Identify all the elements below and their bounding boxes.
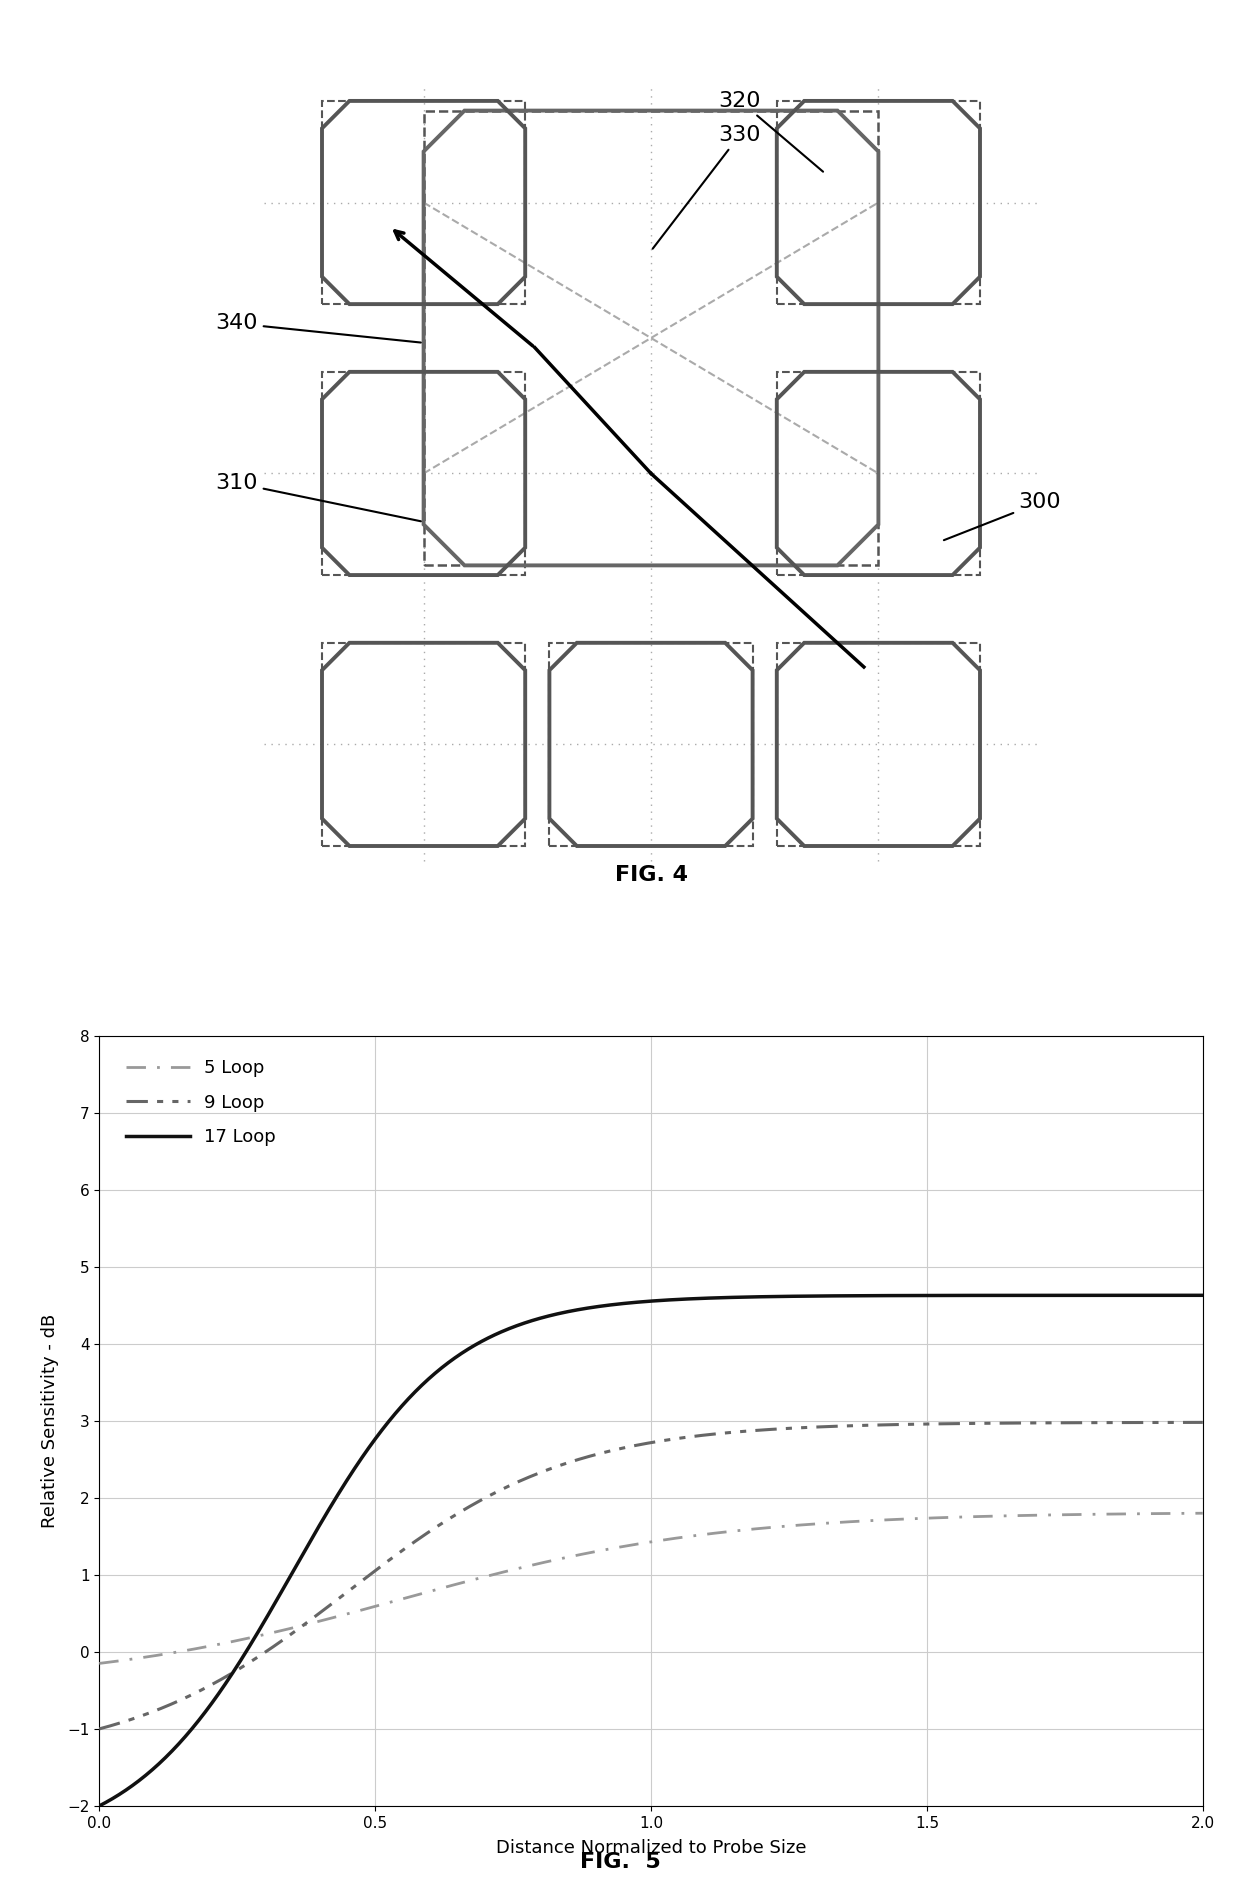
Text: 330: 330 <box>652 125 761 249</box>
17 Loop <box>578 1296 593 1319</box>
Bar <box>322 373 526 576</box>
17 Loop <box>849 1285 864 1308</box>
9 Loop <box>205 1673 219 1696</box>
X-axis label: Distance Normalized to Probe Size: Distance Normalized to Probe Size <box>496 1838 806 1857</box>
5 Loop <box>952 1506 967 1528</box>
17 Loop <box>972 1283 987 1306</box>
9 Loop <box>972 1412 987 1435</box>
Text: 340: 340 <box>216 314 420 342</box>
Bar <box>776 643 980 846</box>
9 Loop <box>578 1447 593 1469</box>
Legend: 5 Loop, 9 Loop, 17 Loop: 5 Loop, 9 Loop, 17 Loop <box>119 1053 283 1154</box>
9 Loop <box>952 1412 967 1435</box>
9 Loop <box>1195 1411 1210 1433</box>
17 Loop <box>1195 1283 1210 1306</box>
Line: 17 Loop: 17 Loop <box>99 1295 1203 1806</box>
17 Loop <box>92 1795 107 1817</box>
Bar <box>322 101 526 304</box>
9 Loop <box>849 1414 864 1437</box>
5 Loop <box>1195 1502 1210 1525</box>
17 Loop <box>205 1692 219 1715</box>
Text: FIG.  5: FIG. 5 <box>579 1852 661 1872</box>
Text: 300: 300 <box>944 492 1061 540</box>
5 Loop <box>849 1509 864 1532</box>
17 Loop <box>538 1306 553 1329</box>
Bar <box>424 110 878 565</box>
5 Loop <box>972 1506 987 1528</box>
17 Loop <box>952 1283 967 1306</box>
5 Loop <box>538 1551 553 1574</box>
Text: 320: 320 <box>719 91 823 171</box>
9 Loop <box>92 1717 107 1739</box>
Bar <box>776 373 980 576</box>
Bar <box>322 643 526 846</box>
Bar <box>549 643 753 846</box>
Bar <box>776 101 980 304</box>
Line: 5 Loop: 5 Loop <box>99 1513 1203 1663</box>
Text: FIG. 4: FIG. 4 <box>615 865 687 886</box>
Y-axis label: Relative Sensitivity - dB: Relative Sensitivity - dB <box>41 1314 58 1528</box>
5 Loop <box>205 1635 219 1658</box>
5 Loop <box>92 1652 107 1675</box>
5 Loop <box>578 1542 593 1565</box>
9 Loop <box>538 1460 553 1483</box>
Line: 9 Loop: 9 Loop <box>99 1422 1203 1728</box>
Text: 310: 310 <box>216 473 420 521</box>
